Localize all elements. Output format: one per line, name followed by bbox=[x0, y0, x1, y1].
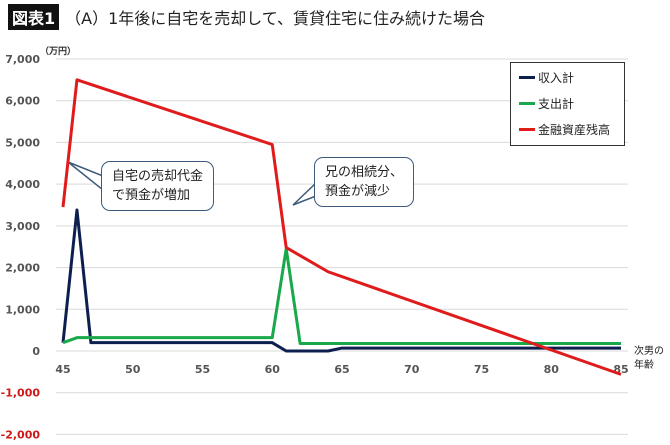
y-tick-label: 5,000 bbox=[5, 136, 40, 149]
x-tick-label: 50 bbox=[125, 363, 141, 376]
x-axis-label-line2: 年齢 bbox=[634, 360, 654, 371]
y-tick-label: -1,000 bbox=[1, 387, 41, 400]
callout-pointer bbox=[292, 181, 317, 206]
callout-sale-line1: 自宅の売却代金 bbox=[112, 169, 204, 184]
legend-label: 収入計 bbox=[538, 70, 575, 85]
legend-item-assets: 金融資産残高 bbox=[511, 117, 624, 141]
y-tick-label: 6,000 bbox=[5, 95, 40, 108]
legend-item-income: 収入計 bbox=[511, 65, 624, 89]
x-tick-label: 80 bbox=[544, 363, 560, 376]
y-tick-label: -2,000 bbox=[1, 428, 41, 441]
series-line-支出計 bbox=[62, 247, 621, 345]
x-axis-label: 次男の 年齢 bbox=[634, 345, 664, 373]
callout-inheritance-line1: 兄の相続分、 bbox=[325, 165, 404, 180]
x-tick-label: 60 bbox=[265, 363, 281, 376]
series-line-金融資産残高 bbox=[61, 78, 622, 376]
figure-badge: 図表1 bbox=[8, 4, 60, 30]
callout-inheritance: 兄の相続分、 預金が減少 bbox=[314, 157, 415, 207]
x-tick-label: 45 bbox=[55, 363, 70, 376]
y-tick-label: 4,000 bbox=[5, 178, 40, 191]
legend-label: 支出計 bbox=[538, 96, 575, 111]
x-tick-label: 55 bbox=[195, 363, 210, 376]
x-tick-label: 65 bbox=[334, 363, 349, 376]
y-axis-unit: （万円） bbox=[40, 47, 77, 57]
legend-label: 金融資産残高 bbox=[538, 122, 611, 137]
x-axis-label-line1: 次男の bbox=[634, 346, 664, 357]
x-tick-label: 75 bbox=[474, 363, 489, 376]
y-tick-label: 7,000 bbox=[5, 53, 40, 66]
y-tick-label: 3,000 bbox=[5, 220, 40, 233]
x-tick-label: 70 bbox=[404, 363, 420, 376]
y-tick-label: 2,000 bbox=[5, 262, 40, 275]
callout-sale: 自宅の売却代金 で預金が増加 bbox=[101, 161, 215, 211]
callout-sale-line2: で預金が増加 bbox=[112, 188, 191, 203]
y-tick-label: 0 bbox=[32, 345, 40, 358]
callout-pointer bbox=[67, 161, 104, 192]
legend-item-expense: 支出計 bbox=[511, 91, 624, 115]
chart-title: 図表1 （A）1年後に自宅を売却して、賃貸住宅に住み続けた場合 bbox=[8, 4, 485, 30]
y-tick-label: 1,000 bbox=[5, 303, 40, 316]
callout-inheritance-line2: 預金が減少 bbox=[325, 184, 391, 199]
title-text: （A）1年後に自宅を売却して、賃貸住宅に住み続けた場合 bbox=[65, 9, 485, 28]
legend: 収入計 支出計 金融資産残高 bbox=[510, 62, 625, 146]
series-line-収入計 bbox=[61, 208, 621, 353]
